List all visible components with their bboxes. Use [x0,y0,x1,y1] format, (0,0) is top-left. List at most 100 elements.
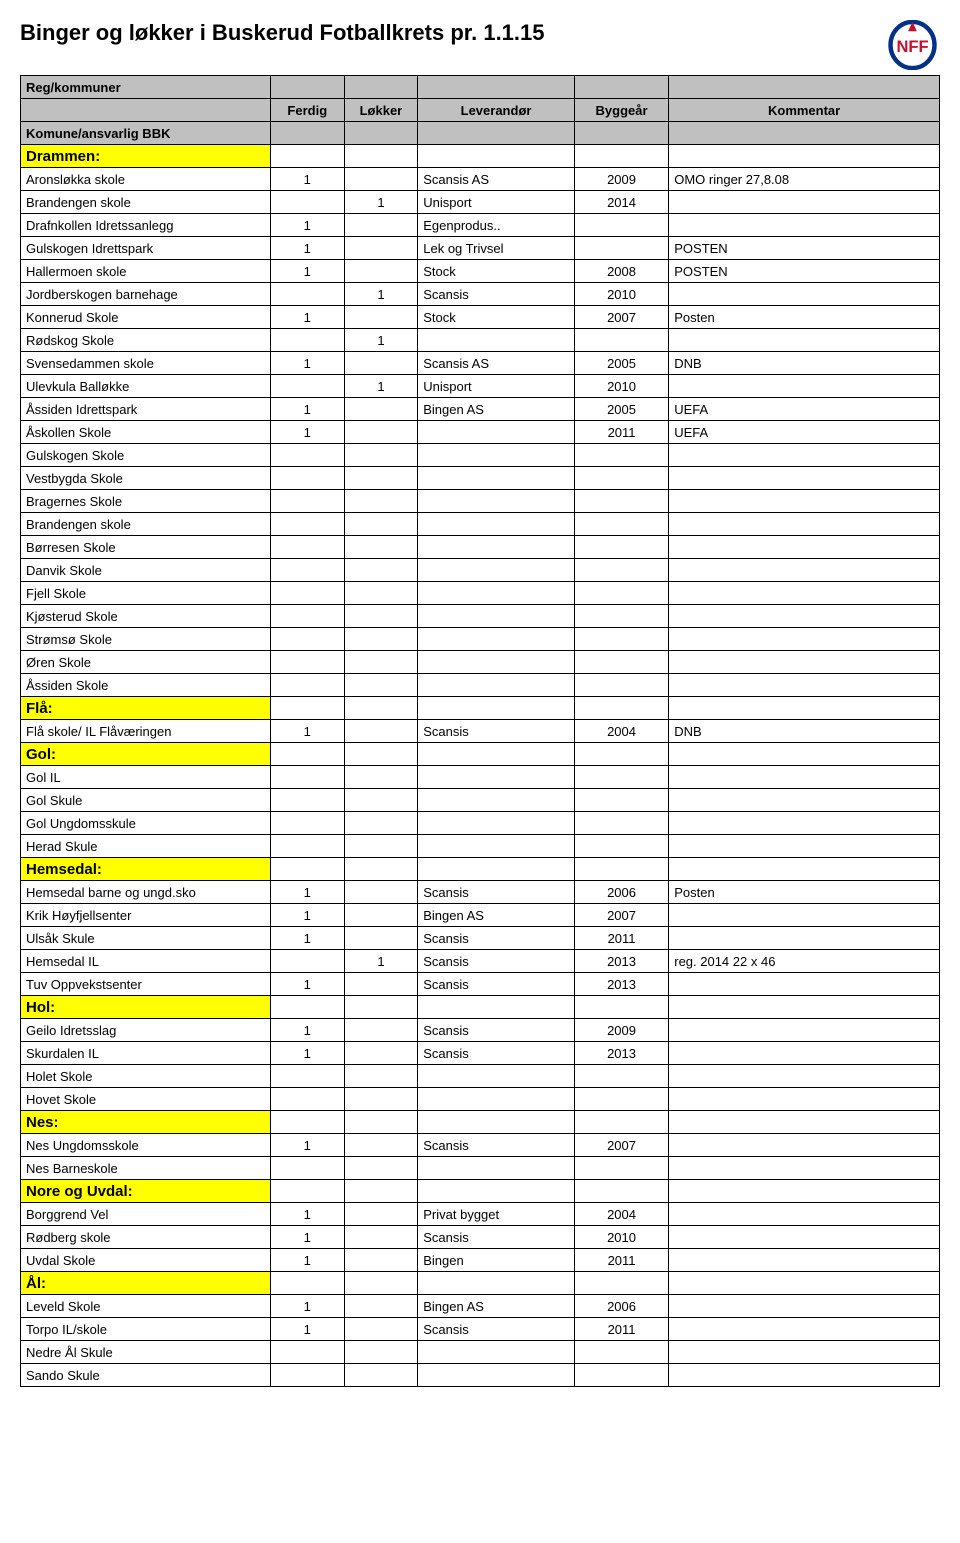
row-name: Hemsedal IL [21,950,271,973]
header-row-2: Ferdig Løkker Leverandør Byggeår Komment… [21,99,940,122]
row-comment [669,1088,940,1111]
row-year [574,513,668,536]
row-comment [669,214,940,237]
row-ferdig [270,559,344,582]
row-year [574,835,668,858]
row-year [574,812,668,835]
row-year: 2010 [574,1226,668,1249]
row-year [574,1364,668,1387]
row-lokker [344,1065,418,1088]
row-ferdig: 1 [270,1042,344,1065]
row-lokker: 1 [344,283,418,306]
row-ferdig [270,835,344,858]
row-ferdig: 1 [270,1226,344,1249]
table-row: Ulevkula Balløkke 1 Unisport 2010 [21,375,940,398]
table-row: Gol Ungdomsskule [21,812,940,835]
section-label: Nes: [21,1111,271,1134]
row-year: 2006 [574,1295,668,1318]
row-comment [669,835,940,858]
table-row: Torpo IL/skole 1 Scansis 2011 [21,1318,940,1341]
section-row: Nore og Uvdal: [21,1180,940,1203]
row-year: 2007 [574,1134,668,1157]
row-year [574,237,668,260]
table-row: Gulskogen Idrettspark 1 Lek og Trivsel P… [21,237,940,260]
table-row: Svensedammen skole 1 Scansis AS 2005 DNB [21,352,940,375]
row-comment [669,559,940,582]
row-ferdig: 1 [270,881,344,904]
row-name: Brandengen skole [21,513,271,536]
row-comment: DNB [669,720,940,743]
row-comment: DNB [669,352,940,375]
col-ferdig: Ferdig [270,99,344,122]
row-lokker [344,720,418,743]
row-leverandor: Scansis [418,720,575,743]
section-row: Hol: [21,996,940,1019]
row-name: Øren Skole [21,651,271,674]
row-name: Gulskogen Idrettspark [21,237,271,260]
row-comment: POSTEN [669,237,940,260]
row-lokker [344,352,418,375]
row-ferdig [270,444,344,467]
row-ferdig [270,329,344,352]
row-year: 2004 [574,1203,668,1226]
table-row: Flå skole/ IL Flåværingen 1 Scansis 2004… [21,720,940,743]
row-ferdig: 1 [270,1318,344,1341]
table-row: Gol IL [21,766,940,789]
table-row: Borggrend Vel 1 Privat bygget 2004 [21,1203,940,1226]
row-leverandor: Scansis [418,1318,575,1341]
row-name: Åssiden Idrettspark [21,398,271,421]
row-comment: UEFA [669,421,940,444]
row-name: Torpo IL/skole [21,1318,271,1341]
row-lokker [344,421,418,444]
table-row: Konnerud Skole 1 Stock 2007 Posten [21,306,940,329]
table-row: Åskollen Skole 1 2011 UEFA [21,421,940,444]
row-leverandor: Scansis AS [418,352,575,375]
table-row: Åssiden Idrettspark 1 Bingen AS 2005 UEF… [21,398,940,421]
row-year [574,444,668,467]
row-comment [669,191,940,214]
table-row: Tuv Oppvekstsenter 1 Scansis 2013 [21,973,940,996]
row-lokker [344,904,418,927]
row-comment [669,1364,940,1387]
row-name: Rødskog Skole [21,329,271,352]
row-lokker: 1 [344,191,418,214]
row-lokker [344,674,418,697]
table-row: Leveld Skole 1 Bingen AS 2006 [21,1295,940,1318]
table-row: Bragernes Skole [21,490,940,513]
row-leverandor: Lek og Trivsel [418,237,575,260]
row-leverandor: Scansis AS [418,168,575,191]
table-row: Holet Skole [21,1065,940,1088]
row-lokker: 1 [344,329,418,352]
table-row: Gulskogen Skole [21,444,940,467]
row-comment [669,283,940,306]
row-leverandor: Egenprodus.. [418,214,575,237]
row-lokker [344,467,418,490]
row-name: Flå skole/ IL Flåværingen [21,720,271,743]
row-comment [669,1042,940,1065]
row-name: Nedre Ål Skule [21,1341,271,1364]
row-comment [669,444,940,467]
row-ferdig: 1 [270,306,344,329]
row-name: Ulsåk Skule [21,927,271,950]
row-name: Uvdal Skole [21,1249,271,1272]
row-comment [669,812,940,835]
row-lokker: 1 [344,950,418,973]
row-lokker [344,1226,418,1249]
table-row: Gol Skule [21,789,940,812]
row-name: Ulevkula Balløkke [21,375,271,398]
row-lokker [344,306,418,329]
row-name: Fjell Skole [21,582,271,605]
row-year [574,214,668,237]
row-lokker [344,628,418,651]
row-year: 2011 [574,927,668,950]
row-leverandor: Stock [418,260,575,283]
row-leverandor: Scansis [418,1042,575,1065]
row-year: 2013 [574,950,668,973]
row-comment [669,1065,940,1088]
page-title: Binger og løkker i Buskerud Fotballkrets… [20,20,545,46]
row-leverandor [418,674,575,697]
section-label: Hol: [21,996,271,1019]
row-leverandor [418,582,575,605]
row-comment [669,536,940,559]
row-year: 2004 [574,720,668,743]
